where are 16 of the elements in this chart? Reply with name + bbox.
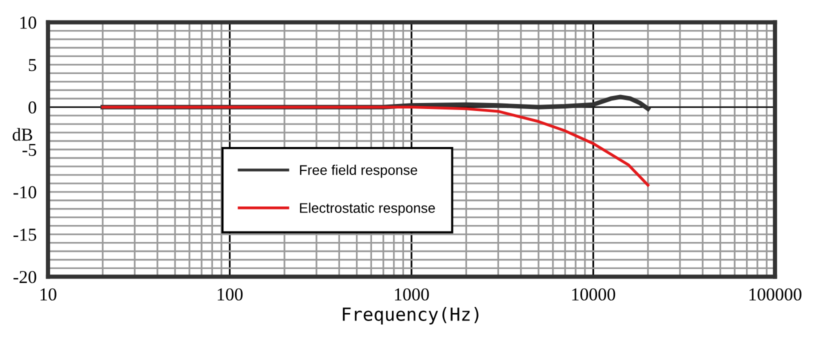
x-axis-title: Frequency(Hz)	[342, 307, 478, 325]
y-tick-label: -20	[13, 270, 36, 284]
y-tick-label: 10	[20, 16, 36, 29]
x-tick-label: 10000	[572, 288, 616, 301]
x-tick-label: 1000	[395, 288, 429, 301]
y-tick-label: -15	[13, 228, 36, 241]
y-axis-title: dB	[12, 128, 32, 141]
y-tick-label: -5	[22, 144, 36, 156]
legend-label: Electrostatic response	[300, 202, 435, 216]
y-tick-label: 5	[28, 59, 36, 72]
x-tick-label: 100000	[750, 288, 802, 301]
y-tick-label: 0	[28, 101, 36, 114]
legend-label: Free field response	[300, 164, 418, 178]
x-tick-label: 10	[40, 288, 56, 301]
x-tick-label: 100	[218, 288, 243, 301]
y-tick-label: -10	[13, 186, 36, 198]
